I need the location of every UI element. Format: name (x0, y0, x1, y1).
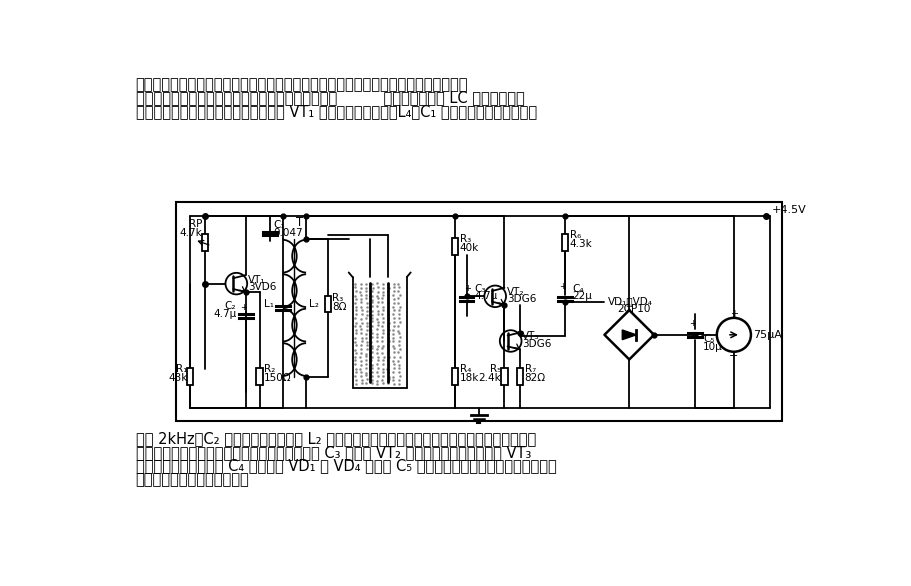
Text: R₇: R₇ (525, 364, 536, 374)
Text: 2.4k: 2.4k (478, 373, 501, 383)
Text: VT₂: VT₂ (507, 287, 525, 297)
Text: +: + (690, 319, 696, 328)
Text: +: + (465, 284, 472, 293)
Text: R₃: R₃ (333, 293, 343, 303)
Text: T: T (296, 216, 303, 229)
Text: C₃: C₃ (475, 284, 486, 294)
Text: 22μ: 22μ (573, 291, 592, 301)
Text: 2CP10: 2CP10 (618, 304, 651, 314)
Text: C₅: C₅ (703, 333, 714, 343)
Text: 40k: 40k (459, 243, 479, 253)
Text: VD₁～VD₄: VD₁～VD₄ (608, 296, 652, 306)
Text: 75μA: 75μA (753, 330, 783, 340)
Bar (324, 295, 331, 312)
Text: 度是经过专门标定和刻划的。: 度是经过专门标定和刻划的。 (136, 472, 250, 488)
Text: 我们知道由于土壤水份的不同，土壤中各类矿物质的自然溶解度也不同，其电阔率也不: 我们知道由于土壤水份的不同，土壤中各类矿物质的自然溶解度也不同，其电阔率也不 (136, 77, 468, 91)
Text: +4.5V: +4.5V (772, 206, 806, 216)
Text: 10μ: 10μ (703, 342, 722, 352)
Text: R₄: R₄ (459, 364, 471, 374)
Text: VT₁: VT₁ (248, 275, 266, 285)
Text: −: − (729, 350, 739, 360)
Polygon shape (622, 330, 636, 340)
Bar (452, 369, 458, 385)
Bar (176, 202, 782, 421)
Bar (501, 369, 507, 385)
Bar (452, 238, 458, 255)
Text: 82Ω: 82Ω (525, 373, 546, 383)
Text: 0.047: 0.047 (273, 228, 303, 238)
Text: +: + (559, 282, 566, 291)
Text: 4.3k: 4.3k (569, 239, 592, 249)
Text: 4.7k: 4.7k (179, 228, 202, 238)
Text: 43k: 43k (169, 373, 188, 383)
Text: R₁: R₁ (176, 364, 188, 374)
Bar (562, 234, 568, 251)
Text: +: + (730, 309, 738, 319)
Text: 大小将随土壤电阔率不同而有所改变。此信号经 C₃ 送给由 VT₂ 组成的射极跟随器，再经 VT₃: 大小将随土壤电阔率不同而有所改变。此信号经 C₃ 送给由 VT₂ 组成的射极跟随… (136, 445, 531, 460)
Text: 量电极、放大电路及显示电路组成。在 VT₁ 构成的振荡电路中，L₄、C₁ 组成谐振回路，其振荡频: 量电极、放大电路及显示电路组成。在 VT₁ 构成的振荡电路中，L₄、C₁ 组成谐… (136, 104, 537, 120)
Text: R₅: R₅ (490, 364, 501, 374)
Text: VT₃: VT₃ (522, 331, 540, 342)
Text: 率为 2kHz，C₂ 为反馈电容。信号由 L₂ 传至测量电极，经土壤传至后面的放大电路时，信号的: 率为 2kHz，C₂ 为反馈电容。信号由 L₂ 传至测量电极，经土壤传至后面的放… (136, 431, 536, 446)
Text: 18k: 18k (459, 373, 479, 383)
Text: 放大。放大后的信号经 C₄ 耦合并由 VD₁ ～ VD₄ 整流和 C₅ 滤波，最后由电表指示。电表上的刻: 放大。放大后的信号经 C₄ 耦合并由 VD₁ ～ VD₄ 整流和 C₅ 滤波，最… (136, 459, 557, 473)
Text: R₃: R₃ (459, 234, 471, 244)
Text: L₁: L₁ (263, 299, 273, 309)
Text: C₁: C₁ (273, 220, 285, 230)
Text: RP: RP (189, 219, 202, 229)
Text: C₄: C₄ (573, 284, 584, 294)
Text: C₂: C₂ (225, 301, 236, 311)
Text: 同。测量土壤水份正是利用此原理进行的。电路如图          所示。它主要由 LC 振荡电路、测: 同。测量土壤水份正是利用此原理进行的。电路如图 所示。它主要由 LC 振荡电路、… (136, 91, 525, 105)
Text: 150Ω: 150Ω (264, 373, 292, 383)
Bar (517, 369, 523, 385)
Text: 3DG6: 3DG6 (507, 294, 537, 304)
Text: 4.7μ: 4.7μ (213, 309, 236, 319)
Text: 4.7μ: 4.7μ (475, 291, 497, 301)
Bar (187, 369, 193, 385)
Text: R₂: R₂ (264, 364, 275, 374)
Text: +: + (240, 303, 247, 312)
Bar (257, 369, 262, 385)
Text: L₂: L₂ (309, 299, 319, 309)
Text: 3DG6: 3DG6 (522, 339, 552, 349)
Text: R₆: R₆ (569, 230, 581, 240)
Text: 8Ω: 8Ω (333, 302, 347, 312)
Text: 3VD6: 3VD6 (248, 282, 276, 292)
Bar (202, 234, 209, 251)
